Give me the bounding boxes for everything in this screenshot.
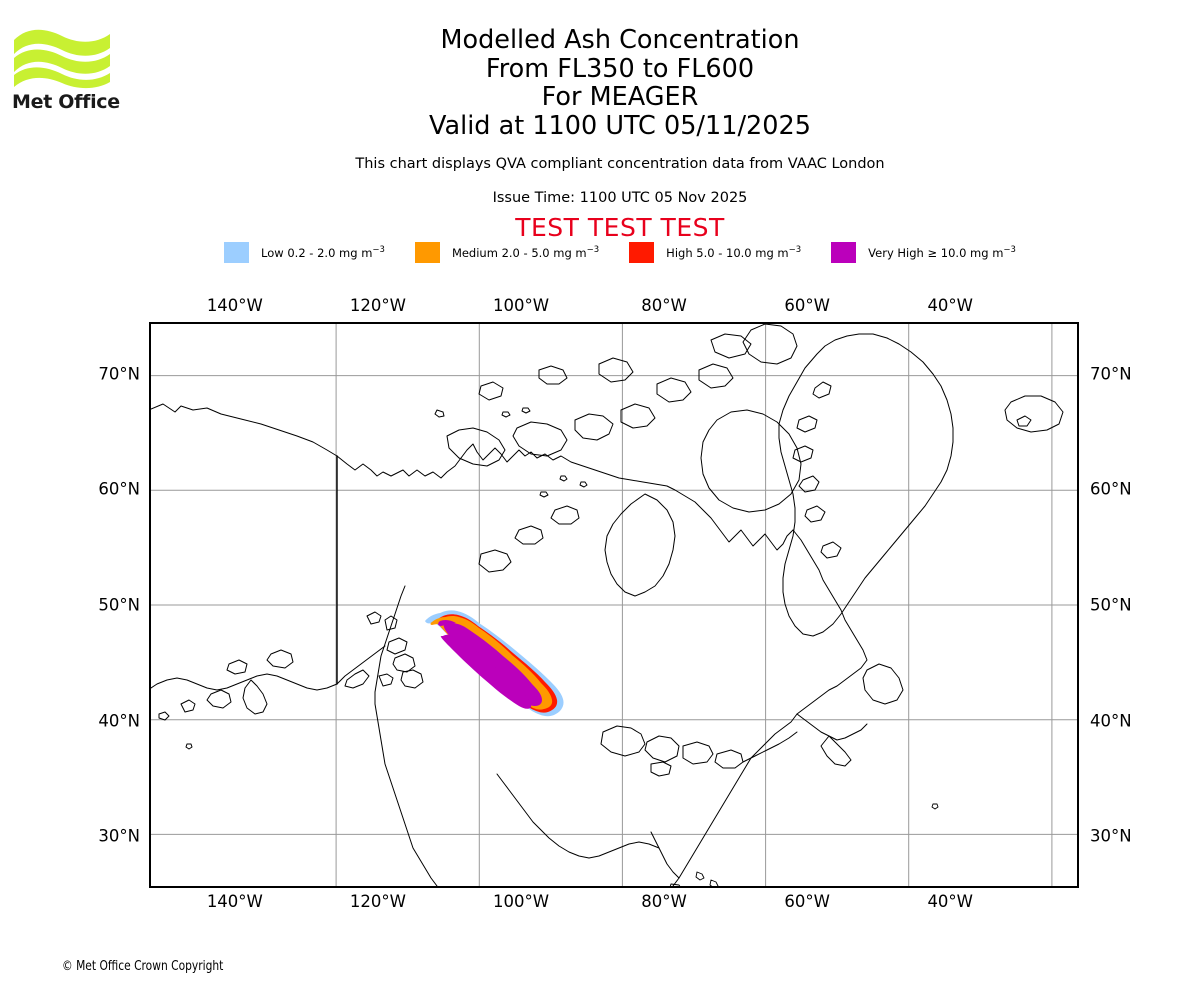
lat-tick-right-30: 30°N bbox=[1090, 826, 1132, 846]
lon-tick-bottom-80: 80°W bbox=[641, 892, 687, 911]
title-line-3: For MEAGER bbox=[541, 82, 699, 112]
title-line-2: From FL350 to FL600 bbox=[485, 53, 755, 84]
lat-tick-right-50: 50°N bbox=[1090, 595, 1132, 615]
legend-swatch-low bbox=[224, 241, 250, 263]
legend-label-medium: Medium 2.0 - 5.0 mg m−3 bbox=[451, 244, 600, 260]
lon-tick-bottom-40: 40°W bbox=[927, 892, 973, 911]
lon-tick-bottom-120: 120°W bbox=[349, 892, 406, 911]
title-line-1: Modelled Ash Concentration bbox=[440, 25, 800, 55]
met-office-logo-waves bbox=[14, 29, 110, 89]
issue-time: Issue Time: 1100 UTC 05 Nov 2025 bbox=[492, 190, 748, 206]
lon-tick-top-40: 40°W bbox=[927, 296, 973, 315]
lon-tick-bottom-140: 140°W bbox=[206, 892, 263, 911]
legend-entry-low: Low 0.2 - 2.0 mg m−3 bbox=[224, 241, 385, 263]
legend-entry-high: High 5.0 - 10.0 mg m−3 bbox=[629, 241, 802, 263]
lon-tick-bottom-60: 60°W bbox=[784, 892, 830, 911]
lat-tick-right-60: 60°N bbox=[1090, 479, 1132, 499]
lon-tick-top-80: 80°W bbox=[641, 296, 687, 315]
page-title: Modelled Ash Concentration From FL350 to… bbox=[140, 26, 1100, 140]
lon-tick-top-100: 100°W bbox=[492, 296, 550, 315]
lon-tick-bottom-100: 100°W bbox=[492, 892, 550, 911]
map-plot-area[interactable] bbox=[149, 322, 1079, 888]
legend-label-low: Low 0.2 - 2.0 mg m−3 bbox=[261, 244, 385, 260]
copyright-notice: © Met Office Crown Copyright bbox=[62, 958, 224, 974]
lat-tick-right-40: 40°N bbox=[1090, 711, 1132, 730]
concentration-legend: Low 0.2 - 2.0 mg m−3 Medium 2.0 - 5.0 mg … bbox=[150, 240, 1090, 264]
legend-swatch-medium bbox=[414, 241, 440, 263]
lat-tick-left-40: 40°N bbox=[98, 711, 140, 730]
legend-entry-medium: Medium 2.0 - 5.0 mg m−3 bbox=[414, 241, 600, 263]
lon-tick-top-140: 140°W bbox=[206, 296, 263, 315]
lat-tick-left-60: 60°N bbox=[98, 479, 140, 499]
test-banner: TEST TEST TEST bbox=[515, 213, 725, 242]
map-coastlines bbox=[151, 324, 1064, 886]
chart-subnote: This chart displays QVA compliant concen… bbox=[355, 156, 885, 172]
lat-tick-left-30: 30°N bbox=[98, 826, 140, 846]
map-gridlines bbox=[151, 324, 1077, 886]
ash-plume bbox=[425, 610, 564, 717]
legend-label-very-high: Very High ≥ 10.0 mg m−3 bbox=[868, 244, 1016, 260]
met-office-logo: Met Office bbox=[12, 24, 122, 114]
lat-tick-right-70: 70°N bbox=[1090, 364, 1132, 384]
lon-tick-top-60: 60°W bbox=[784, 296, 830, 315]
met-office-wordmark: Met Office bbox=[12, 91, 120, 113]
title-line-4: Valid at 1100 UTC 05/11/2025 bbox=[429, 110, 811, 141]
lon-tick-top-120: 120°W bbox=[349, 296, 406, 315]
legend-entry-very-high: Very High ≥ 10.0 mg m−3 bbox=[831, 241, 1016, 263]
lat-tick-left-70: 70°N bbox=[98, 364, 140, 384]
map-canvas bbox=[151, 324, 1077, 886]
legend-label-high: High 5.0 - 10.0 mg m−3 bbox=[666, 244, 802, 260]
legend-swatch-high bbox=[629, 241, 655, 263]
lat-tick-left-50: 50°N bbox=[98, 595, 140, 615]
legend-swatch-very-high bbox=[831, 241, 857, 263]
ash-plume-very-high bbox=[438, 619, 542, 709]
